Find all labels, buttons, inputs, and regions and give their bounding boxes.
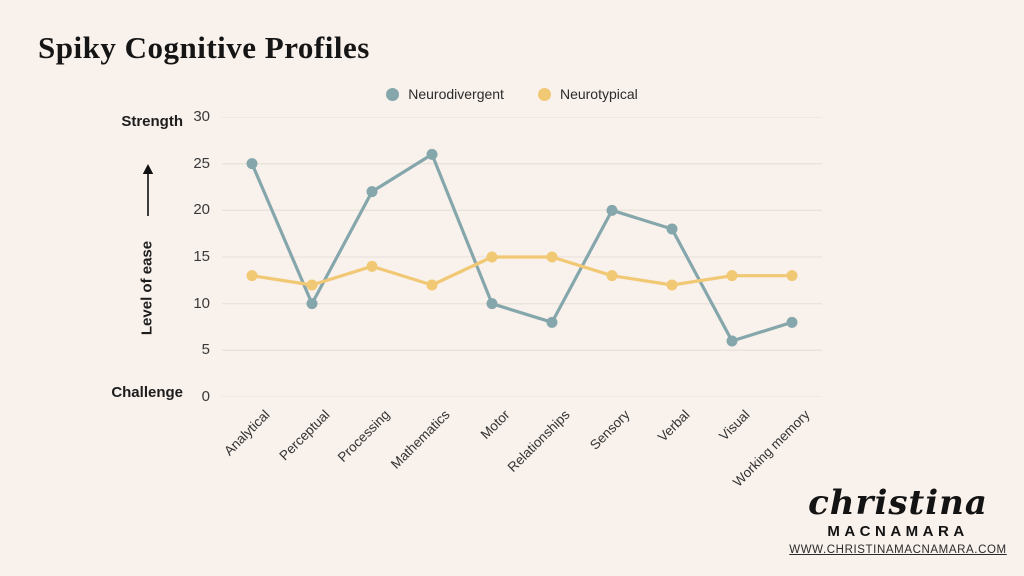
brand-website-link[interactable]: WWW.CHRISTINAMACNAMARA.COM: [789, 544, 1007, 556]
data-point-neurodivergent: [726, 335, 738, 347]
data-point-neurodivergent: [786, 316, 798, 328]
data-point-neurotypical: [726, 270, 738, 282]
up-arrow-icon: [142, 164, 154, 216]
y-tick-25: 25: [193, 154, 210, 172]
data-point-neurodivergent: [306, 298, 318, 310]
y-axis-note-challenge: Challenge: [111, 384, 183, 401]
data-point-neurodivergent: [366, 186, 378, 198]
data-point-neurotypical: [426, 279, 438, 291]
y-tick-20: 20: [193, 201, 210, 219]
y-tick-0: 0: [201, 388, 210, 405]
brand-block: christina MACNAMARA WWW.CHRISTINAMACNAMA…: [783, 484, 1013, 558]
legend-dot-neurotypical: [537, 87, 551, 101]
y-axis-note-strength: Strength: [121, 113, 183, 130]
legend-item-neurodivergent: Neurodivergent: [386, 86, 504, 102]
data-point-neurotypical: [606, 270, 618, 282]
y-axis-label: Level of ease: [138, 240, 156, 336]
chart-legend: Neurodivergent Neurotypical: [0, 86, 1024, 102]
data-point-neurotypical: [786, 270, 798, 282]
legend-dot-neurodivergent: [386, 87, 400, 101]
brand-surname: MACNAMARA: [827, 523, 969, 540]
data-point-neurodivergent: [426, 148, 438, 160]
brand-signature: christina: [808, 483, 988, 523]
data-point-neurotypical: [246, 270, 258, 282]
data-point-neurotypical: [666, 279, 678, 291]
data-point-neurodivergent: [666, 223, 678, 235]
legend-label-neurotypical: Neurotypical: [559, 86, 638, 102]
legend-label-neurodivergent: Neurodivergent: [408, 86, 504, 102]
y-tick-15: 15: [193, 248, 210, 265]
series-line-neurodivergent: [250, 152, 794, 343]
data-point-neurotypical: [546, 251, 558, 263]
page-title: Spiky Cognitive Profiles: [38, 30, 370, 65]
series-line-neurotypical: [250, 255, 794, 287]
data-point-neurodivergent: [546, 316, 558, 328]
data-point-neurotypical: [306, 279, 318, 291]
y-tick-10: 10: [193, 294, 210, 312]
data-point-neurodivergent: [246, 158, 258, 170]
y-tick-5: 5: [201, 341, 210, 359]
data-point-neurotypical: [486, 251, 498, 263]
data-point-neurodivergent: [486, 298, 498, 310]
legend-item-neurotypical: Neurotypical: [537, 86, 638, 102]
y-tick-30: 30: [193, 108, 210, 125]
data-point-neurodivergent: [606, 204, 618, 216]
data-point-neurotypical: [366, 260, 378, 272]
line-chart-plot-area: [222, 117, 822, 397]
